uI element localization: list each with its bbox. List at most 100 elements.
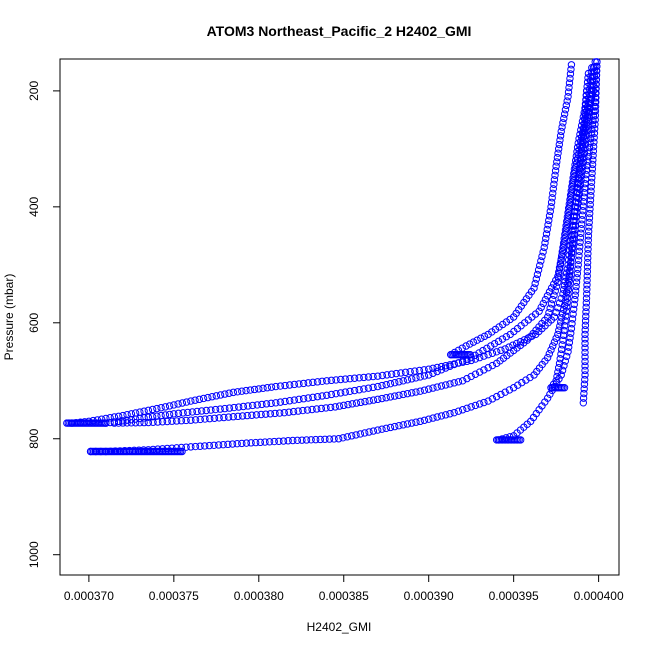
data-point	[497, 390, 505, 399]
data-point	[411, 367, 419, 375]
data-point	[583, 272, 591, 280]
data-point	[588, 125, 596, 134]
data-point	[416, 417, 424, 426]
data-point	[246, 386, 255, 394]
data-point	[584, 236, 592, 244]
data-point	[577, 229, 585, 237]
data-point	[127, 419, 136, 427]
data-point	[541, 239, 549, 247]
data-point	[136, 418, 144, 427]
data-point	[587, 191, 595, 200]
data-point	[272, 382, 280, 391]
data-point	[566, 263, 575, 271]
data-point	[140, 414, 148, 422]
data-point	[425, 385, 433, 393]
data-point	[592, 67, 601, 75]
data-point	[335, 402, 344, 410]
data-point	[234, 412, 242, 421]
data-point	[336, 375, 345, 384]
data-point	[458, 406, 467, 414]
data-point	[583, 290, 591, 298]
data-point	[506, 315, 514, 324]
data-point	[479, 346, 487, 355]
data-point	[555, 269, 563, 278]
data-point	[573, 143, 582, 152]
data-point	[514, 381, 522, 389]
data-point	[583, 281, 591, 289]
data-point	[106, 418, 114, 427]
data-point	[420, 386, 429, 394]
data-point	[364, 384, 373, 392]
data-point	[437, 362, 446, 371]
data-point	[467, 372, 475, 381]
data-point	[577, 220, 586, 228]
data-point	[106, 414, 114, 422]
data-point	[420, 416, 429, 424]
data-point	[559, 243, 567, 252]
data-point	[556, 261, 565, 269]
data-point	[590, 129, 599, 137]
data-point	[316, 435, 324, 444]
data-point	[229, 388, 238, 397]
data-point	[131, 419, 140, 427]
data-point	[581, 375, 589, 384]
data-point	[270, 437, 278, 446]
data-point	[488, 328, 496, 336]
data-point	[561, 317, 569, 325]
data-point	[253, 401, 261, 409]
data-point	[569, 226, 577, 234]
data-point	[395, 422, 403, 430]
data-point	[177, 417, 186, 425]
data-point	[433, 383, 441, 391]
data-point	[446, 362, 454, 370]
data-point	[584, 157, 592, 165]
data-point	[463, 404, 471, 413]
data-point	[550, 338, 559, 346]
data-point	[588, 165, 597, 173]
data-point	[588, 169, 596, 178]
data-point	[587, 183, 595, 191]
data-point	[466, 350, 474, 359]
data-point	[392, 369, 400, 378]
data-point	[471, 401, 480, 410]
data-point	[401, 368, 410, 377]
data-point	[579, 202, 587, 210]
data-point	[499, 320, 507, 329]
y-tick-label: 600	[27, 312, 41, 332]
data-point	[564, 204, 573, 212]
data-point	[477, 334, 485, 342]
data-points	[63, 58, 601, 456]
data-point	[542, 230, 551, 238]
data-point	[309, 393, 317, 402]
data-point	[583, 258, 592, 267]
data-point	[191, 442, 200, 451]
data-point	[583, 161, 591, 170]
data-point	[252, 411, 261, 419]
data-point	[348, 400, 356, 408]
data-point	[127, 410, 136, 418]
data-point	[506, 330, 514, 339]
data-point	[471, 370, 480, 378]
data-point	[542, 234, 550, 243]
y-tick-label: 400	[27, 197, 41, 217]
data-point	[228, 440, 237, 448]
data-point	[582, 294, 591, 303]
data-point	[356, 430, 365, 438]
data-point	[495, 323, 503, 331]
data-point	[566, 70, 575, 78]
data-point	[581, 321, 590, 330]
data-point	[480, 332, 489, 341]
data-point	[584, 254, 592, 262]
data-point	[571, 207, 579, 216]
data-point	[341, 375, 349, 383]
data-point	[361, 397, 369, 406]
data-point	[195, 395, 204, 404]
data-point	[584, 249, 592, 258]
data-point	[179, 409, 187, 417]
data-point	[387, 370, 396, 378]
data-point	[158, 418, 167, 426]
data-point	[174, 409, 183, 418]
data-point	[212, 392, 221, 400]
data-point	[201, 415, 209, 423]
data-point	[589, 147, 598, 155]
